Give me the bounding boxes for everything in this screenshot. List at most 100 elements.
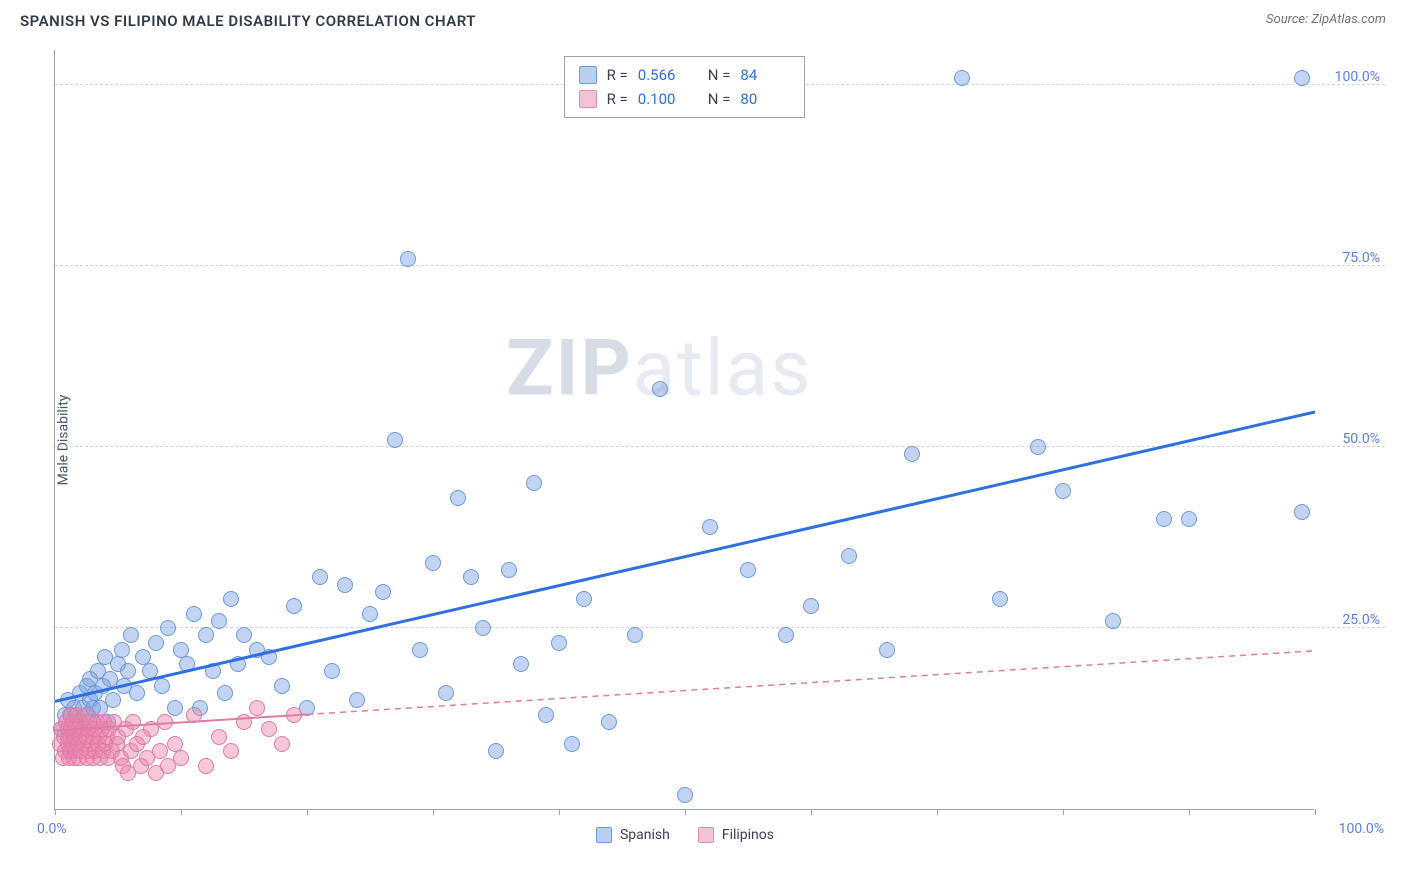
data-point[interactable] — [1105, 613, 1121, 629]
data-point[interactable] — [488, 743, 504, 759]
data-point[interactable] — [1294, 504, 1310, 520]
data-point[interactable] — [1181, 511, 1197, 527]
data-point[interactable] — [236, 627, 252, 643]
data-point[interactable] — [438, 685, 454, 701]
data-point[interactable] — [105, 692, 121, 708]
data-point[interactable] — [198, 758, 214, 774]
data-point[interactable] — [526, 475, 542, 491]
data-point[interactable] — [236, 714, 252, 730]
legend-label-spanish: Spanish — [620, 827, 670, 843]
data-point[interactable] — [601, 714, 617, 730]
data-point[interactable] — [1030, 439, 1046, 455]
legend-label-filipinos: Filipinos — [722, 827, 774, 843]
data-point[interactable] — [211, 729, 227, 745]
data-point[interactable] — [123, 627, 139, 643]
data-point[interactable] — [167, 700, 183, 716]
data-point[interactable] — [120, 663, 136, 679]
data-point[interactable] — [274, 736, 290, 752]
data-point[interactable] — [230, 656, 246, 672]
data-point[interactable] — [217, 685, 233, 701]
data-point[interactable] — [223, 591, 239, 607]
data-point[interactable] — [652, 381, 668, 397]
data-point[interactable] — [205, 663, 221, 679]
source-attribution: Source: ZipAtlas.com — [1266, 12, 1386, 27]
x-tick — [559, 809, 560, 815]
data-point[interactable] — [475, 620, 491, 636]
data-point[interactable] — [261, 649, 277, 665]
legend-swatch-spanish — [596, 827, 612, 843]
stats-r-value-spanish: 0.566 — [638, 63, 688, 87]
data-point[interactable] — [261, 721, 277, 737]
data-point[interactable] — [425, 555, 441, 571]
data-point[interactable] — [677, 787, 693, 803]
data-point[interactable] — [387, 432, 403, 448]
watermark-atlas: atlas — [633, 323, 813, 414]
data-point[interactable] — [160, 620, 176, 636]
data-point[interactable] — [992, 591, 1008, 607]
data-point[interactable] — [954, 70, 970, 86]
data-point[interactable] — [564, 736, 580, 752]
data-point[interactable] — [1294, 70, 1310, 86]
data-point[interactable] — [324, 663, 340, 679]
data-point[interactable] — [198, 627, 214, 643]
grid-line — [55, 265, 1385, 266]
data-point[interactable] — [286, 598, 302, 614]
data-point[interactable] — [349, 692, 365, 708]
data-point[interactable] — [412, 642, 428, 658]
stats-legend: R = 0.566 N = 84 R = 0.100 N = 80 — [564, 56, 806, 118]
data-point[interactable] — [249, 700, 265, 716]
data-point[interactable] — [129, 685, 145, 701]
data-point[interactable] — [142, 663, 158, 679]
data-point[interactable] — [740, 562, 756, 578]
data-point[interactable] — [173, 750, 189, 766]
data-point[interactable] — [223, 743, 239, 759]
grid-line — [55, 446, 1385, 447]
data-point[interactable] — [538, 707, 554, 723]
data-point[interactable] — [154, 678, 170, 694]
data-point[interactable] — [186, 606, 202, 622]
data-point[interactable] — [148, 635, 164, 651]
data-point[interactable] — [179, 656, 195, 672]
data-point[interactable] — [501, 562, 517, 578]
stats-swatch-filipinos — [579, 90, 597, 108]
data-point[interactable] — [1055, 483, 1071, 499]
data-point[interactable] — [841, 548, 857, 564]
x-tick — [433, 809, 434, 815]
data-point[interactable] — [362, 606, 378, 622]
legend-item-spanish[interactable]: Spanish — [596, 827, 670, 843]
data-point[interactable] — [286, 707, 302, 723]
legend-item-filipinos[interactable]: Filipinos — [698, 827, 774, 843]
data-point[interactable] — [157, 714, 173, 730]
data-point[interactable] — [879, 642, 895, 658]
grid-line — [55, 627, 1385, 628]
data-point[interactable] — [576, 591, 592, 607]
stats-n-label: N = — [708, 87, 731, 111]
data-point[interactable] — [513, 656, 529, 672]
data-point[interactable] — [211, 613, 227, 629]
data-point[interactable] — [152, 743, 168, 759]
data-point[interactable] — [312, 569, 328, 585]
data-point[interactable] — [450, 490, 466, 506]
data-point[interactable] — [778, 627, 794, 643]
data-point[interactable] — [627, 627, 643, 643]
data-point[interactable] — [803, 598, 819, 614]
data-point[interactable] — [551, 635, 567, 651]
scatter-plot: ZIPatlas R = 0.566 N = 84 R = 0.100 N = … — [54, 50, 1314, 810]
data-point[interactable] — [274, 678, 290, 694]
data-point[interactable] — [400, 251, 416, 267]
data-point[interactable] — [337, 577, 353, 593]
watermark: ZIPatlas — [506, 323, 812, 414]
stats-n-label: N = — [708, 63, 731, 87]
x-tick — [811, 809, 812, 815]
data-point[interactable] — [702, 519, 718, 535]
watermark-zip: ZIP — [506, 323, 632, 414]
data-point[interactable] — [1156, 511, 1172, 527]
data-point[interactable] — [114, 642, 130, 658]
data-point[interactable] — [904, 446, 920, 462]
x-tick — [307, 809, 308, 815]
data-point[interactable] — [125, 714, 141, 730]
data-point[interactable] — [375, 584, 391, 600]
data-point[interactable] — [463, 569, 479, 585]
data-point[interactable] — [186, 707, 202, 723]
stats-n-value-filipinos: 80 — [740, 87, 790, 111]
